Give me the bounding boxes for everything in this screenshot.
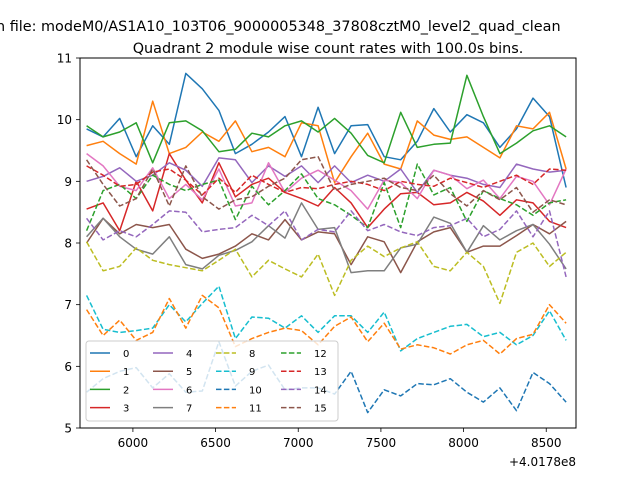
series-line-13 xyxy=(86,165,567,196)
x-tick-label: 8000 xyxy=(448,436,479,450)
series-line-2 xyxy=(86,74,567,164)
series-line-11 xyxy=(85,294,567,355)
x-tick-label: 7000 xyxy=(283,436,314,450)
x-tick-label: 6500 xyxy=(200,436,231,450)
legend-label: 2 xyxy=(123,385,129,396)
x-axis: 6000 6500 7000 7500 8000 8500 xyxy=(118,428,562,450)
legend-label: 13 xyxy=(314,367,327,378)
y-tick-label: 11 xyxy=(57,52,72,66)
y-tick-label: 8 xyxy=(64,237,72,251)
series-line-8 xyxy=(85,241,567,305)
series-line-15 xyxy=(85,155,567,213)
series-line-1 xyxy=(86,100,567,184)
legend-label: 9 xyxy=(249,367,255,378)
x-tick-label: 8500 xyxy=(531,436,562,450)
legend-label: 14 xyxy=(314,385,327,396)
series-line-12 xyxy=(85,163,567,231)
legend-label: 11 xyxy=(249,404,262,415)
legend-label: 15 xyxy=(314,404,327,415)
chart-title: Quadrant 2 module wise count rates with … xyxy=(133,41,524,57)
figure-suptitle: n file: modeM0/AS1A10_103T06_9000005348_… xyxy=(0,19,561,35)
series-line-7 xyxy=(86,202,567,274)
y-tick-label: 7 xyxy=(64,298,72,312)
legend-label: 4 xyxy=(186,349,192,360)
legend-label: 5 xyxy=(186,367,192,378)
series-line-3 xyxy=(86,152,567,232)
legend-label: 6 xyxy=(186,385,192,396)
legend-label: 8 xyxy=(249,349,255,360)
x-tick-label: 7500 xyxy=(366,436,397,450)
y-tick-label: 9 xyxy=(64,175,72,189)
y-tick-label: 10 xyxy=(57,113,72,127)
y-axis: 5 6 7 8 9 10 11 xyxy=(57,52,80,436)
legend-label: 7 xyxy=(186,404,192,415)
legend-label: 10 xyxy=(249,385,262,396)
x-offset-label: +4.0178e8 xyxy=(509,455,576,469)
y-tick-label: 5 xyxy=(64,422,72,436)
series-line-5 xyxy=(85,217,567,274)
series-line-0 xyxy=(86,72,567,188)
legend-label: 0 xyxy=(123,349,129,360)
x-tick-label: 6000 xyxy=(118,436,149,450)
series-layer xyxy=(85,72,567,414)
series-line-14 xyxy=(86,210,567,278)
legend-label: 3 xyxy=(123,404,129,415)
legend-label: 12 xyxy=(314,349,327,360)
y-tick-label: 6 xyxy=(64,360,72,374)
legend-frame xyxy=(85,340,339,422)
series-line-9 xyxy=(85,285,567,352)
legend-label: 1 xyxy=(123,367,129,378)
